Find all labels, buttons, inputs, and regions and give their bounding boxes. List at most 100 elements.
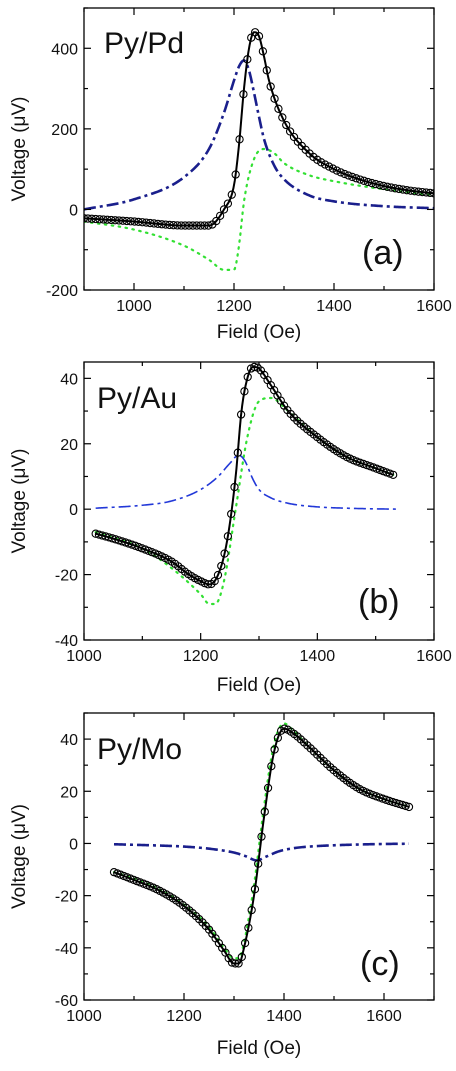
data-point — [142, 218, 151, 227]
data-point — [213, 570, 223, 580]
data-point — [274, 104, 283, 113]
x-tick-label: 1600 — [416, 648, 452, 665]
data-point — [336, 168, 345, 177]
y-axis-title: Voltage (μV) — [9, 97, 30, 202]
data-point — [250, 362, 259, 372]
data-point — [234, 959, 243, 968]
data-point — [240, 938, 250, 948]
data-point — [138, 218, 147, 227]
y-tick-label: 0 — [69, 836, 78, 853]
y-tick-label: 20 — [60, 784, 78, 801]
data-point — [258, 47, 268, 56]
data-point — [220, 549, 229, 558]
chart-panel-2: 1000 1200 1400 1600 -40 -20 0 20 40 Field (Oe) Vol… — [9, 361, 452, 696]
data-point — [270, 745, 279, 754]
plot-frame — [83, 7, 435, 291]
data-point — [332, 166, 341, 175]
data-point — [328, 164, 338, 173]
y-axis-title: Voltage (μV) — [9, 449, 30, 554]
plot-area — [109, 722, 414, 968]
data-point — [243, 372, 252, 382]
data-point — [130, 217, 139, 226]
data-point — [184, 221, 194, 230]
sample-label: Py/Pd — [104, 27, 184, 60]
data-point — [387, 183, 396, 192]
data-point — [379, 181, 388, 191]
data-point — [212, 216, 221, 226]
data-point — [371, 179, 380, 189]
data-point — [414, 187, 423, 196]
sample-label: Py/Mo — [97, 733, 182, 766]
y-tick-label: 200 — [51, 122, 78, 139]
data-point — [227, 190, 236, 199]
x-axis-title: Field (Oe) — [217, 322, 301, 343]
data-point — [410, 187, 419, 196]
data-point — [418, 187, 427, 197]
x-tick-label: 1200 — [216, 298, 252, 315]
data-point — [254, 32, 264, 41]
data-point — [282, 120, 291, 130]
data-point — [270, 94, 279, 103]
data-point — [149, 219, 159, 228]
measured-points — [109, 724, 414, 968]
data-point — [273, 733, 283, 742]
data-point — [110, 216, 120, 225]
x-tick-label: 1400 — [300, 648, 336, 665]
data-point — [173, 221, 182, 230]
data-point — [153, 219, 163, 229]
data-point — [363, 177, 373, 187]
data-point — [390, 184, 400, 193]
y-tick-label: 0 — [69, 502, 78, 519]
panel-label: (a) — [362, 234, 404, 272]
data-point — [352, 174, 361, 183]
data-point — [165, 220, 174, 230]
data-point — [126, 217, 135, 226]
symmetric-curve — [84, 58, 434, 211]
data-point — [367, 178, 376, 188]
data-point — [247, 905, 256, 915]
data-point — [231, 170, 240, 179]
data-point — [389, 470, 398, 479]
data-point — [223, 532, 233, 541]
data-point — [243, 55, 252, 64]
plot-area — [84, 28, 434, 271]
x-axis-title: Field (Oe) — [217, 1038, 301, 1059]
x-tick-label: 1000 — [116, 298, 152, 315]
y-tick-label: -20 — [55, 889, 78, 906]
data-point — [285, 127, 295, 136]
y-tick-label: -20 — [55, 568, 78, 585]
data-point — [398, 185, 408, 194]
x-tick-label: 1200 — [183, 648, 219, 665]
y-tick-label: 20 — [60, 437, 78, 454]
data-point — [122, 216, 131, 226]
data-point — [257, 832, 266, 841]
data-point — [348, 172, 357, 182]
data-point — [237, 952, 246, 962]
x-tick-label: 1400 — [266, 1008, 302, 1025]
data-point — [87, 214, 96, 223]
data-point — [340, 169, 349, 179]
data-point — [223, 199, 233, 208]
data-point — [401, 801, 410, 811]
chart-panel-1: 1000 1200 1400 1600 -200 0 200 400 Field (Oe) Vol… — [9, 7, 452, 343]
data-point — [180, 221, 190, 230]
data-point — [188, 221, 198, 230]
data-point — [196, 221, 205, 230]
data-point — [239, 90, 248, 99]
data-point — [280, 724, 289, 733]
y-tick-label: -40 — [55, 941, 78, 958]
data-point — [157, 220, 166, 229]
data-point — [240, 387, 249, 396]
symmetric-curve — [113, 842, 410, 862]
data-point — [394, 184, 404, 194]
panel-label: (b) — [358, 583, 400, 621]
data-point — [262, 66, 271, 75]
data-point — [236, 410, 246, 419]
x-tick-label: 1600 — [366, 1008, 402, 1025]
x-tick-label: 1000 — [66, 1008, 102, 1025]
data-point — [278, 113, 287, 122]
data-point — [95, 215, 104, 224]
data-point — [383, 182, 392, 191]
data-point — [320, 160, 330, 169]
data-point — [192, 221, 201, 230]
